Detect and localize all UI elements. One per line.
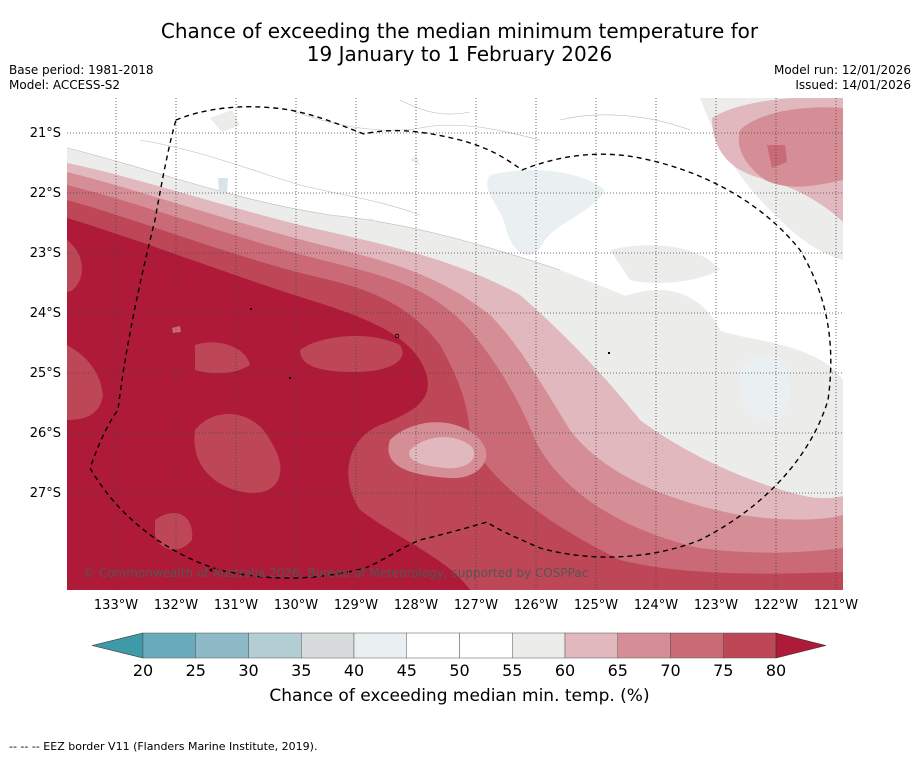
lat-label-25: 25°S	[29, 366, 61, 381]
colorbar-tick-label: 20	[132, 661, 154, 680]
temperature-probability-field	[67, 98, 843, 590]
base-period-label: Base period: 1981-2018	[9, 63, 154, 77]
colorbar-tick-label: 35	[291, 661, 312, 680]
lon-label-128: 128°W	[393, 598, 439, 613]
colorbar-tick-label: 70	[660, 661, 681, 680]
lon-label-121: 121°W	[813, 598, 859, 613]
colorbar-tick-label: 55	[502, 661, 523, 680]
lon-label-124: 124°W	[633, 598, 679, 613]
colorbar-title: Chance of exceeding median min. temp. (%…	[269, 686, 650, 706]
chart-title-line1: Chance of exceeding the median minimum t…	[160, 19, 759, 43]
model-run-label: Model run: 12/01/2026	[773, 63, 911, 77]
colorbar-tick-label: 75	[713, 661, 734, 680]
lon-label-131: 131°W	[213, 598, 259, 613]
island-markers	[209, 308, 610, 572]
colorbar-tick-label: 30	[238, 661, 259, 680]
lon-label-127: 127°W	[453, 598, 499, 613]
colorbar-tick-label: 65	[607, 661, 628, 680]
colorbar-tick-label: 50	[449, 661, 470, 680]
colorbar-segment	[512, 632, 566, 659]
lat-label-26: 26°S	[29, 426, 61, 441]
lon-label-133: 133°W	[93, 598, 139, 613]
colorbar-segment	[406, 632, 460, 659]
colorbar-segment	[195, 632, 249, 659]
colorbar-segment	[142, 632, 196, 659]
lat-label-24: 24°S	[29, 306, 61, 321]
colorbar-segment	[670, 632, 724, 659]
lon-label-123: 123°W	[693, 598, 739, 613]
lon-label-129: 129°W	[333, 598, 379, 613]
chart-title-line2: 19 January to 1 February 2026	[306, 42, 613, 66]
colorbar-segment	[564, 632, 618, 659]
graticule	[67, 98, 843, 590]
colorbar	[91, 632, 827, 659]
lat-label-21: 21°S	[29, 126, 61, 141]
colorbar-tick-label: 40	[343, 661, 365, 680]
eez-footnote: -- -- -- EEZ border V11 (Flanders Marine…	[9, 740, 318, 753]
lat-label-27: 27°S	[29, 486, 61, 501]
colorbar-segment	[353, 632, 407, 659]
lon-label-122: 122°W	[753, 598, 799, 613]
colorbar-tick-label: 80	[765, 661, 787, 680]
colorbar-segment	[248, 632, 302, 659]
lon-label-125: 125°W	[573, 598, 619, 613]
lon-label-130: 130°W	[273, 598, 319, 613]
lat-label-23: 23°S	[29, 246, 61, 261]
colorbar-segment	[617, 632, 671, 659]
colorbar-tick-label: 25	[185, 661, 206, 680]
eez-border	[89, 106, 832, 579]
lon-label-126: 126°W	[513, 598, 559, 613]
colorbar-tick-label: 60	[554, 661, 576, 680]
colorbar-extend-low	[91, 632, 144, 659]
colorbar-extend-high	[775, 632, 827, 659]
lat-label-22: 22°S	[29, 186, 61, 201]
copyright-notice: © Commonwealth of Australia 2026, Bureau…	[83, 566, 589, 580]
colorbar-tick-label: 45	[396, 661, 417, 680]
colorbar-segment	[459, 632, 513, 659]
lon-label-132: 132°W	[153, 598, 199, 613]
colorbar-segment	[723, 632, 777, 659]
issued-label: Issued: 14/01/2026	[795, 78, 911, 92]
model-label: Model: ACCESS-S2	[9, 78, 121, 92]
colorbar-segment	[301, 632, 355, 659]
